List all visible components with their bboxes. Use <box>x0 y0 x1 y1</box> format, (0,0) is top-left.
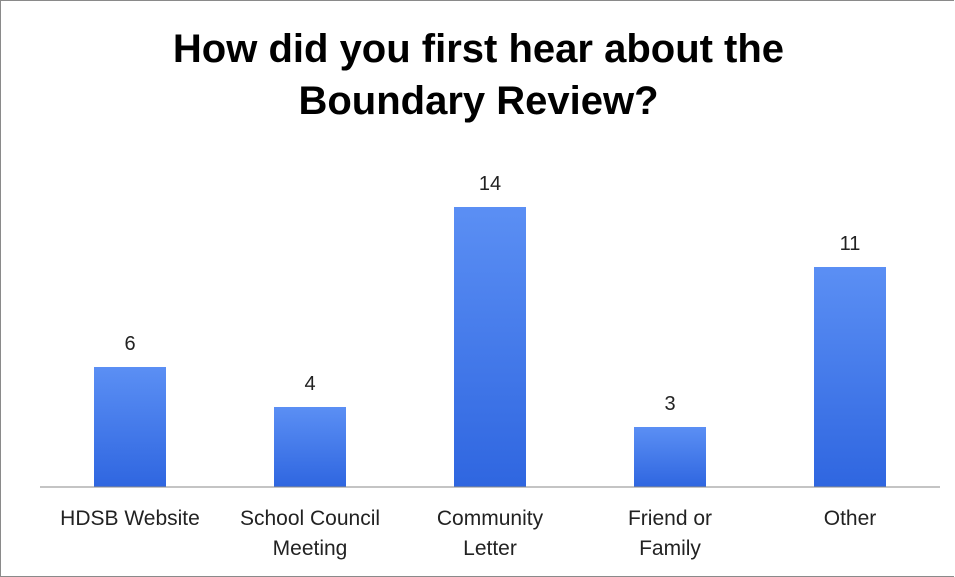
category-label-3-line-1: Family <box>639 537 701 560</box>
category-label-4-line-0: Other <box>824 507 877 530</box>
category-label-0: HDSB Website <box>60 507 200 530</box>
bar-3 <box>634 427 706 487</box>
category-label-2-line-0: Community <box>437 507 544 530</box>
bar-2 <box>454 207 526 487</box>
category-label-1-line-1: Meeting <box>273 537 348 560</box>
data-label-4: 11 <box>840 233 861 255</box>
data-label-2: 14 <box>479 173 501 195</box>
chart-title: How did you first hear about the Boundar… <box>1 23 955 127</box>
data-label-3: 3 <box>664 393 675 415</box>
category-label-2: Community Letter <box>437 507 544 560</box>
data-label-1: 4 <box>304 373 315 395</box>
category-label-3-line-0: Friend or <box>628 507 712 530</box>
chart-title-line-1: How did you first hear about the <box>172 27 785 71</box>
category-label-4: Other <box>824 507 877 530</box>
labels-group: 6 HDSB Website 4 School Council Meeting 14 Com… <box>60 173 876 560</box>
category-label-0-line-0: HDSB Website <box>60 507 200 530</box>
chart-title-line-2: Boundary Review? <box>298 79 659 123</box>
bar-0 <box>94 367 166 487</box>
bars-group <box>94 207 886 487</box>
category-label-3: Friend or Family <box>628 507 712 560</box>
data-label-0: 6 <box>124 333 135 355</box>
bar-4 <box>814 267 886 487</box>
category-label-1: School Council Meeting <box>240 507 380 560</box>
category-label-1-line-0: School Council <box>240 507 380 530</box>
category-label-2-line-1: Letter <box>463 537 517 560</box>
bar-1 <box>274 407 346 487</box>
